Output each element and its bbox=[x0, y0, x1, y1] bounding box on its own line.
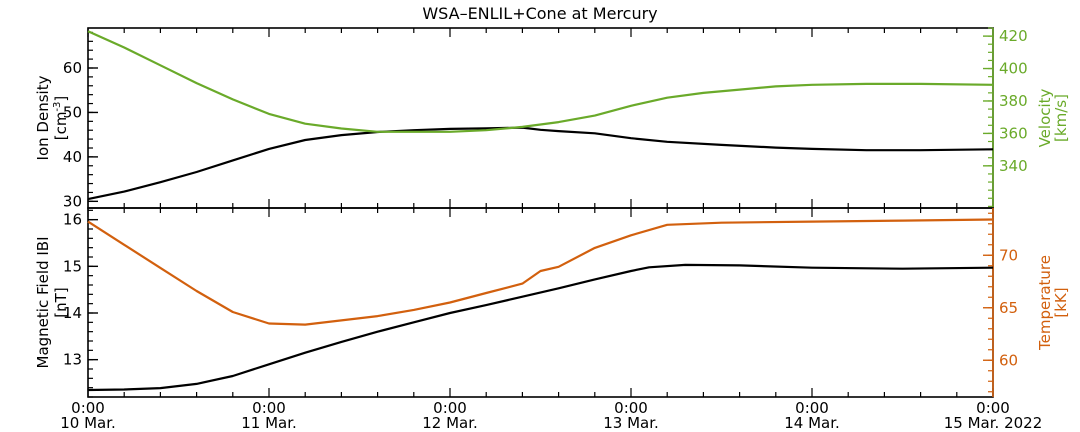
x-tick-time-label: 0:00 bbox=[252, 399, 286, 417]
series-velocity-line bbox=[87, 30, 994, 133]
top-left-tick-label: 50 bbox=[63, 103, 82, 121]
bottom-left-tick-label: 15 bbox=[63, 257, 82, 275]
bottom-right-tick-label: 70 bbox=[999, 246, 1018, 264]
x-tick-time-label: 0:00 bbox=[976, 399, 1010, 417]
top-right-tick-label: 380 bbox=[999, 92, 1028, 110]
series-ion-density-line bbox=[87, 126, 994, 201]
top-right-tick-label: 400 bbox=[999, 60, 1028, 78]
bottom-right-axis-title: Temperature bbox=[1036, 255, 1054, 351]
bottom-left-axis-title: Magnetic Field IBI bbox=[34, 237, 52, 369]
top-right-tick-label: 420 bbox=[999, 27, 1028, 45]
bottom-right-tick-label: 60 bbox=[999, 351, 1018, 369]
x-tick-time-label: 0:00 bbox=[433, 399, 467, 417]
bottom-left-tick-label: 13 bbox=[63, 351, 82, 369]
x-tick-date-label: 11 Mar. bbox=[241, 414, 297, 432]
x-tick-time-label: 0:00 bbox=[795, 399, 829, 417]
series-temperature-line bbox=[87, 218, 994, 326]
bottom-left-axis-units: [nT] bbox=[52, 287, 70, 317]
bottom-panel: 13 14 15 16 60 65 70 Magnetic Field IBI [nT] Temp… bbox=[34, 207, 1070, 398]
top-left-axis-title: Ion Density bbox=[34, 75, 52, 160]
x-tick-time-label: 0:00 bbox=[614, 399, 648, 417]
x-tick-date-label: 14 Mar. bbox=[784, 414, 840, 432]
bottom-frame bbox=[87, 207, 994, 398]
top-right-axis-units: [km/s] bbox=[1052, 94, 1070, 142]
x-tick-date-label: 13 Mar. bbox=[603, 414, 659, 432]
top-left-tick-label: 60 bbox=[63, 59, 82, 77]
top-right-tick-label: 360 bbox=[999, 124, 1028, 142]
top-left-tick-label: 40 bbox=[63, 148, 82, 166]
top-panel: 30 40 50 60 340 360 380 400 420 Ion Density [cm-3]… bbox=[34, 27, 1070, 210]
bottom-left-tick-label: 14 bbox=[63, 304, 82, 322]
top-right-tick-label: 340 bbox=[999, 157, 1028, 175]
units-prefix: [cm bbox=[52, 112, 70, 141]
chart-title: WSA–ENLIL+Cone at Mercury bbox=[422, 4, 657, 23]
top-left-axis-units: [cm-3] bbox=[52, 96, 70, 141]
bottom-right-axis-units: [kK] bbox=[1052, 287, 1070, 317]
series-magnetic-field-b--line bbox=[87, 263, 994, 392]
x-tick-date-label: 10 Mar. bbox=[60, 414, 116, 432]
top-right-axis-title: Velocity bbox=[1036, 88, 1054, 147]
x-tick-time-label: 0:00 bbox=[71, 399, 105, 417]
x-tick-date-label: 15 Mar. 2022 bbox=[944, 414, 1043, 432]
top-left-tick-label: 30 bbox=[63, 192, 82, 210]
top-frame bbox=[87, 27, 994, 209]
x-tick-date-label: 12 Mar. bbox=[422, 414, 478, 432]
units-superscript: -3 bbox=[52, 102, 63, 112]
bottom-left-tick-label: 16 bbox=[63, 211, 82, 229]
units-suffix: ] bbox=[52, 96, 70, 102]
bottom-right-tick-label: 65 bbox=[999, 299, 1018, 317]
